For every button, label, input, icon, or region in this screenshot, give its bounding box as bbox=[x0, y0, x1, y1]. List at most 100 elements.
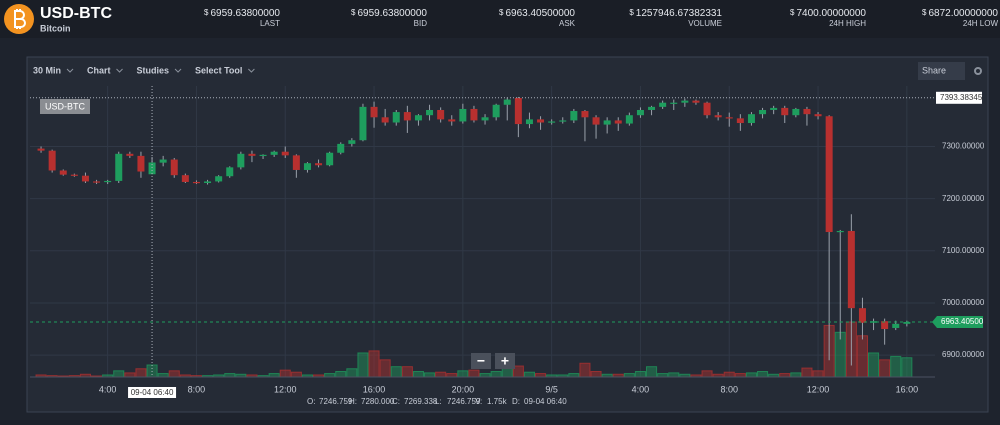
candle-body bbox=[426, 109, 434, 116]
toolbar-item[interactable]: 30 Min bbox=[33, 65, 61, 75]
stat-label: ASK bbox=[559, 19, 576, 28]
readout-label: H: bbox=[349, 397, 357, 406]
candle-body bbox=[93, 181, 101, 183]
settings-icon[interactable] bbox=[974, 67, 982, 75]
readout-label: L: bbox=[435, 397, 442, 406]
candle-body bbox=[104, 180, 112, 183]
candle-body bbox=[870, 321, 878, 323]
candle-body bbox=[781, 107, 789, 116]
stat-label: 24H HIGH bbox=[829, 19, 866, 28]
candle-body bbox=[392, 112, 400, 123]
candle-body bbox=[803, 108, 811, 115]
candle-body bbox=[126, 153, 134, 156]
candle-body bbox=[503, 99, 511, 105]
candle-body bbox=[603, 120, 611, 125]
volume-bar bbox=[335, 371, 347, 378]
volume-bar bbox=[479, 373, 491, 378]
volume-bar bbox=[279, 369, 291, 378]
crosshair-box bbox=[128, 387, 177, 398]
stat-number: 1257946.67382331 bbox=[636, 8, 723, 19]
candle-body bbox=[525, 119, 533, 125]
readout-value: 1.75k bbox=[487, 397, 508, 406]
readout-value: 7269.338 bbox=[404, 397, 438, 406]
volume-bar bbox=[657, 373, 669, 378]
readout-value: 7280.000 bbox=[361, 397, 395, 406]
candle-body bbox=[159, 159, 167, 163]
candle-body bbox=[514, 97, 522, 125]
candle-body bbox=[303, 163, 311, 170]
toolbar-item[interactable]: Studies bbox=[137, 65, 170, 75]
candle-body bbox=[326, 152, 334, 166]
x-tick-label: 8:00 bbox=[720, 384, 738, 394]
y-tick-label: 7200.00000 bbox=[942, 194, 985, 203]
candle-body bbox=[204, 181, 212, 183]
volume-bar bbox=[390, 366, 402, 378]
candle-body bbox=[747, 114, 755, 124]
candle-body bbox=[148, 162, 156, 175]
zoom-button[interactable] bbox=[495, 353, 515, 369]
volume-bar bbox=[890, 355, 902, 378]
volume-bar bbox=[490, 371, 502, 378]
plot bbox=[30, 86, 935, 378]
volume-bar bbox=[124, 372, 136, 378]
candle-body bbox=[559, 120, 567, 122]
share-button[interactable] bbox=[918, 62, 965, 80]
toolbar-item[interactable]: Select Tool bbox=[195, 65, 242, 75]
stat-label: BID bbox=[414, 19, 428, 28]
candle-body bbox=[881, 321, 889, 330]
x-tick-label: 8:00 bbox=[188, 384, 206, 394]
zoom-button[interactable] bbox=[471, 353, 491, 369]
stat-number: 6872.00000000 bbox=[928, 8, 998, 19]
volume-bar bbox=[856, 335, 869, 378]
volume-bar bbox=[157, 373, 169, 378]
volume-bar bbox=[757, 371, 769, 378]
stat-number: 6959.63800000 bbox=[210, 8, 280, 19]
stat-currency: $ bbox=[499, 8, 504, 17]
volume-bar bbox=[346, 368, 358, 378]
volume-bar bbox=[224, 373, 236, 378]
candle-body bbox=[270, 151, 278, 155]
readout-label: D: bbox=[512, 397, 520, 406]
candle-body bbox=[170, 159, 178, 176]
volume-bar bbox=[424, 372, 436, 378]
readout-label: C: bbox=[392, 397, 400, 406]
volume-bar bbox=[523, 371, 536, 378]
header-bar bbox=[0, 0, 1000, 38]
candle-body bbox=[59, 170, 67, 175]
candle-body bbox=[215, 176, 223, 182]
symbol: USD-BTC bbox=[40, 5, 112, 22]
stat-value: $6959.63800000 bbox=[351, 8, 427, 19]
readout-label: V: bbox=[475, 397, 482, 406]
readout-value: 7246.759 bbox=[319, 397, 353, 406]
toolbar-item[interactable]: Chart bbox=[87, 65, 111, 75]
candle-body bbox=[192, 181, 200, 184]
x-tick-label: 4:00 bbox=[632, 384, 650, 394]
candle-body bbox=[614, 120, 622, 124]
volume-bar bbox=[779, 373, 791, 378]
candle-body bbox=[714, 115, 722, 118]
candle-body bbox=[736, 118, 744, 124]
candle-body bbox=[115, 153, 123, 181]
zoom-label: + bbox=[501, 353, 509, 369]
x-tick-label: 20:00 bbox=[452, 384, 475, 394]
volume-bar bbox=[568, 373, 580, 378]
last-price-label: 6963.40500 bbox=[941, 317, 984, 326]
candle-body bbox=[636, 109, 644, 116]
candle-body bbox=[858, 308, 866, 323]
stat-label: LAST bbox=[260, 19, 280, 28]
volume-bar bbox=[401, 366, 413, 378]
candle-body bbox=[337, 143, 345, 153]
candle-body bbox=[625, 115, 633, 124]
candle-body bbox=[792, 108, 800, 116]
crosshair-label: 09-04 06:40 bbox=[131, 388, 174, 397]
volume-bar bbox=[812, 370, 824, 378]
candle-body bbox=[414, 115, 422, 121]
stat-number: 6959.63800000 bbox=[357, 8, 427, 19]
dropdown-caret bbox=[116, 68, 123, 73]
volume-bar bbox=[535, 373, 547, 378]
volume-bar bbox=[701, 370, 713, 378]
candle-body bbox=[648, 106, 656, 110]
volume-bar bbox=[379, 359, 391, 378]
candle-body bbox=[770, 107, 778, 110]
stat-value: $1257946.67382331 bbox=[629, 8, 722, 19]
